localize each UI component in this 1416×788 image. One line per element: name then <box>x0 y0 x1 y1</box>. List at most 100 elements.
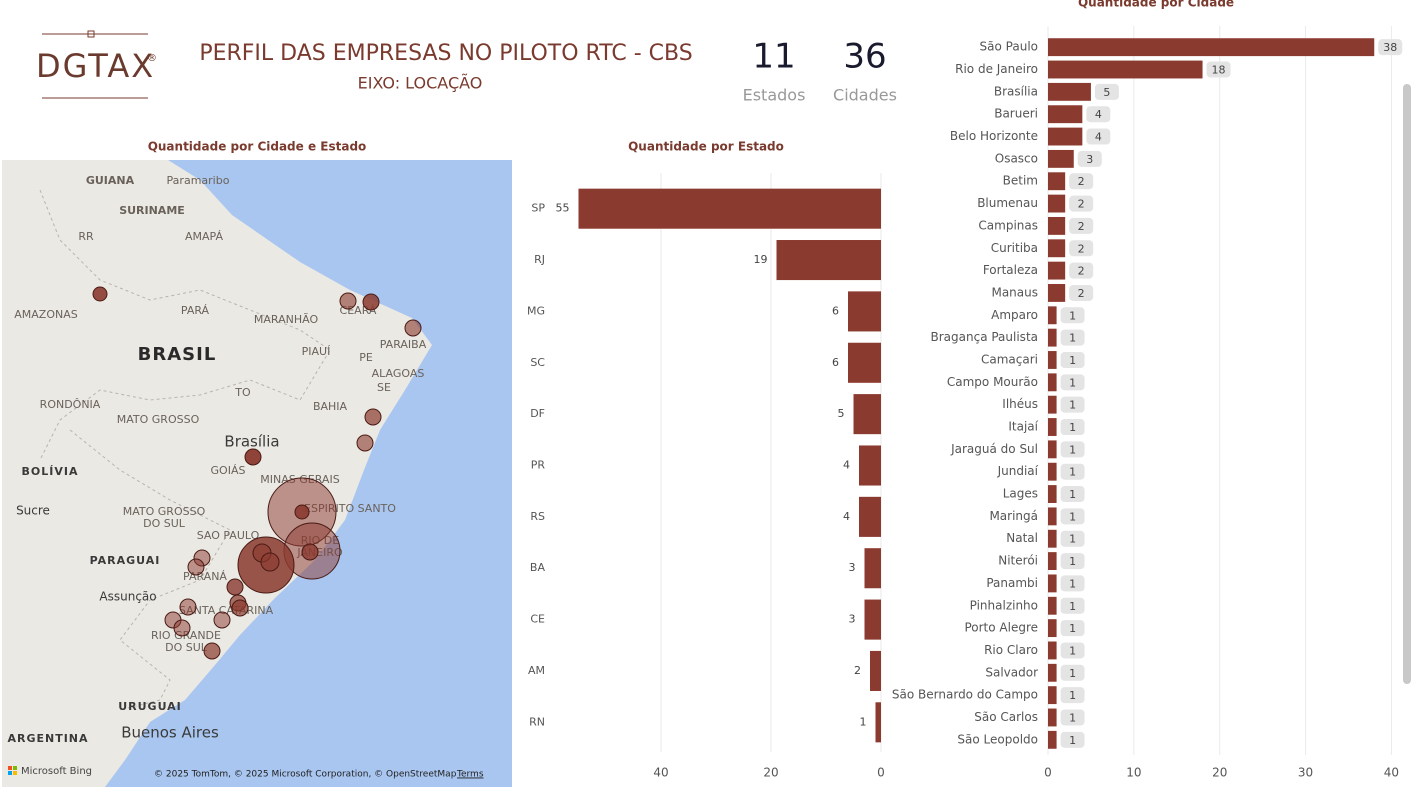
data-label: 2 <box>1078 287 1085 300</box>
chart-title: Quantidade por Cidade <box>1078 0 1234 10</box>
bar <box>1048 60 1203 79</box>
category-label: Camaçari <box>981 352 1038 366</box>
title: PERFIL DAS EMPRESAS NO PILOTO RTC - CBS <box>199 41 692 66</box>
data-label: 19 <box>754 253 768 266</box>
category-label: São Carlos <box>974 710 1038 724</box>
bubble <box>362 293 380 311</box>
data-label-bg <box>1060 709 1085 726</box>
data-label: 4 <box>1095 108 1102 121</box>
logo-square <box>87 30 95 38</box>
chart-title: Quantidade por Estado <box>628 140 784 154</box>
bar <box>1048 440 1057 459</box>
brand-logo <box>13 766 17 770</box>
category-label: Campo Mourão <box>947 375 1038 389</box>
data-label: 55 <box>556 202 570 215</box>
bar <box>1048 395 1057 414</box>
category-label: Ilhéus <box>1002 397 1038 411</box>
data-label-bg <box>1069 284 1094 301</box>
bubble <box>260 552 280 572</box>
data-label-bg <box>1060 486 1085 503</box>
bar <box>1048 596 1057 615</box>
bar <box>1048 172 1066 191</box>
data-label-bg <box>1086 128 1111 145</box>
data-label-bg <box>1060 441 1085 458</box>
bubble <box>301 543 319 561</box>
category-label: Natal <box>1006 531 1038 545</box>
map-label: Sucre <box>16 504 50 518</box>
data-label: 1 <box>1069 600 1076 613</box>
map-label: PE <box>359 351 373 364</box>
category-label: Osasco <box>995 151 1038 165</box>
map: GUIANA Paramaribo SURINAME RR AMAPÁ AMAZ… <box>2 160 512 787</box>
category-label: Curitiba <box>991 241 1038 255</box>
x-tick-label: 0 <box>877 766 885 780</box>
data-label: 3 <box>849 561 856 574</box>
map-label: BRASIL <box>138 344 217 365</box>
data-label-bg <box>1069 262 1094 279</box>
data-label: 1 <box>1069 622 1076 635</box>
data-label-bg <box>1060 419 1085 436</box>
map-title: Quantidade por Cidade e Estado <box>148 140 367 154</box>
bar <box>1048 216 1066 235</box>
category-label: Porto Alegre <box>964 621 1038 635</box>
map-label: MATO GROSSO <box>123 505 206 518</box>
bar <box>1048 194 1066 213</box>
category-label: Bragança Paulista <box>931 330 1039 344</box>
scrollbar[interactable] <box>1403 84 1411 684</box>
map-label: ARGENTINA <box>7 732 88 745</box>
bubble <box>339 292 357 310</box>
data-label: 1 <box>1069 488 1076 501</box>
category-label: Blumenau <box>977 196 1038 210</box>
category-label: São Leopoldo <box>957 732 1038 746</box>
data-label-bg <box>1060 687 1085 704</box>
data-label-bg <box>1060 396 1085 413</box>
bar <box>1048 82 1091 101</box>
map-terms[interactable]: Terms <box>456 770 484 780</box>
category-label: São Bernardo do Campo <box>892 688 1038 702</box>
map-label: PARAGUAI <box>90 554 161 567</box>
data-label-bg <box>1060 530 1085 547</box>
kpi-label: Cidades <box>833 86 897 105</box>
map-label: PARAIBA <box>380 338 427 351</box>
data-label: 1 <box>1069 667 1076 680</box>
data-label-bg <box>1086 106 1111 123</box>
bar <box>1048 239 1066 258</box>
category-label: Fortaleza <box>983 263 1038 277</box>
data-label: 38 <box>1383 41 1397 54</box>
data-label: 18 <box>1212 64 1226 77</box>
category-label: BA <box>530 561 546 574</box>
category-label: Betim <box>1003 174 1038 188</box>
map-label: PARÁ <box>181 304 210 317</box>
brand-logo <box>13 771 17 775</box>
category-label: Lages <box>1003 487 1038 501</box>
bar <box>1048 619 1057 638</box>
map-label: SURINAME <box>119 204 185 217</box>
data-label: 1 <box>860 715 867 728</box>
bubble <box>364 408 382 426</box>
data-label-bg <box>1060 307 1085 324</box>
data-label-bg <box>1060 664 1085 681</box>
map-label: GUIANA <box>86 174 135 187</box>
data-label: 2 <box>1078 198 1085 211</box>
bar <box>848 342 881 383</box>
data-label: 2 <box>1078 220 1085 233</box>
bar <box>1048 552 1057 571</box>
map-label: RR <box>78 230 94 243</box>
bubble <box>179 598 197 616</box>
data-label: 1 <box>1069 332 1076 345</box>
category-label: AM <box>528 664 545 677</box>
data-label: 1 <box>1069 354 1076 367</box>
map-label: BOLÍVIA <box>22 465 79 478</box>
bar <box>870 650 881 691</box>
bar <box>875 702 881 743</box>
bar <box>864 599 881 640</box>
bar <box>859 496 881 537</box>
bubble <box>356 434 374 452</box>
data-label-bg <box>1060 553 1085 570</box>
bar <box>1048 284 1066 302</box>
data-label: 2 <box>854 664 861 677</box>
bar <box>1048 328 1057 347</box>
category-label: Salvador <box>985 665 1038 679</box>
data-label: 4 <box>1095 131 1102 144</box>
data-label-bg <box>1206 61 1231 78</box>
